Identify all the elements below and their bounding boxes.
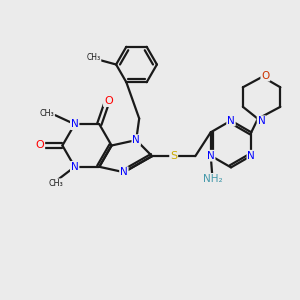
Text: N: N [207, 151, 214, 161]
Text: O: O [261, 70, 269, 81]
Text: N: N [71, 162, 79, 172]
Text: N: N [258, 116, 265, 126]
Text: N: N [248, 151, 255, 161]
Text: O: O [35, 140, 44, 151]
Text: NH₂: NH₂ [203, 174, 223, 184]
Text: N: N [120, 167, 128, 177]
Text: N: N [227, 116, 235, 126]
Text: O: O [104, 96, 113, 106]
Text: N: N [132, 135, 140, 145]
Text: CH₃: CH₃ [86, 53, 101, 62]
Text: S: S [170, 151, 177, 161]
Text: N: N [71, 119, 79, 129]
Text: CH₃: CH₃ [48, 179, 63, 188]
Text: CH₃: CH₃ [39, 110, 54, 118]
